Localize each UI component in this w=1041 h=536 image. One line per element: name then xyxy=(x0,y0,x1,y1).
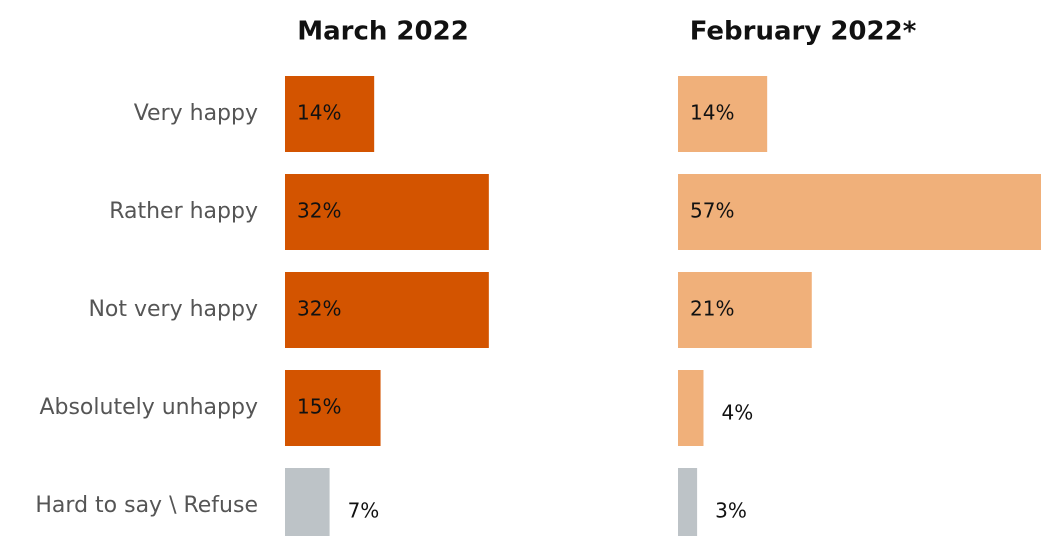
bar xyxy=(678,76,768,152)
bar xyxy=(285,370,381,446)
category-label: Not very happy xyxy=(88,297,258,322)
value-label: 32% xyxy=(297,297,341,321)
value-label: 32% xyxy=(297,199,341,223)
value-label: 4% xyxy=(721,401,753,425)
value-label: 14% xyxy=(297,101,341,125)
value-label: 15% xyxy=(297,395,341,419)
value-label: 3% xyxy=(715,499,747,523)
category-label: Very happy xyxy=(134,101,258,126)
category-label: Rather happy xyxy=(109,199,258,224)
panel-title: March 2022 xyxy=(297,17,469,47)
bar xyxy=(678,370,704,446)
bar xyxy=(285,76,375,152)
value-label: 21% xyxy=(690,297,734,321)
value-label: 7% xyxy=(348,499,380,523)
category-label: Hard to say \ Refuse xyxy=(35,493,258,518)
bar xyxy=(285,468,330,536)
bar xyxy=(678,174,1041,250)
panel-title: February 2022* xyxy=(690,17,917,47)
bar xyxy=(678,468,698,536)
value-label: 57% xyxy=(690,199,734,223)
category-label: Absolutely unhappy xyxy=(39,395,258,420)
bar xyxy=(285,174,489,250)
value-label: 14% xyxy=(690,101,734,125)
bar xyxy=(678,272,812,348)
bar xyxy=(285,272,489,348)
